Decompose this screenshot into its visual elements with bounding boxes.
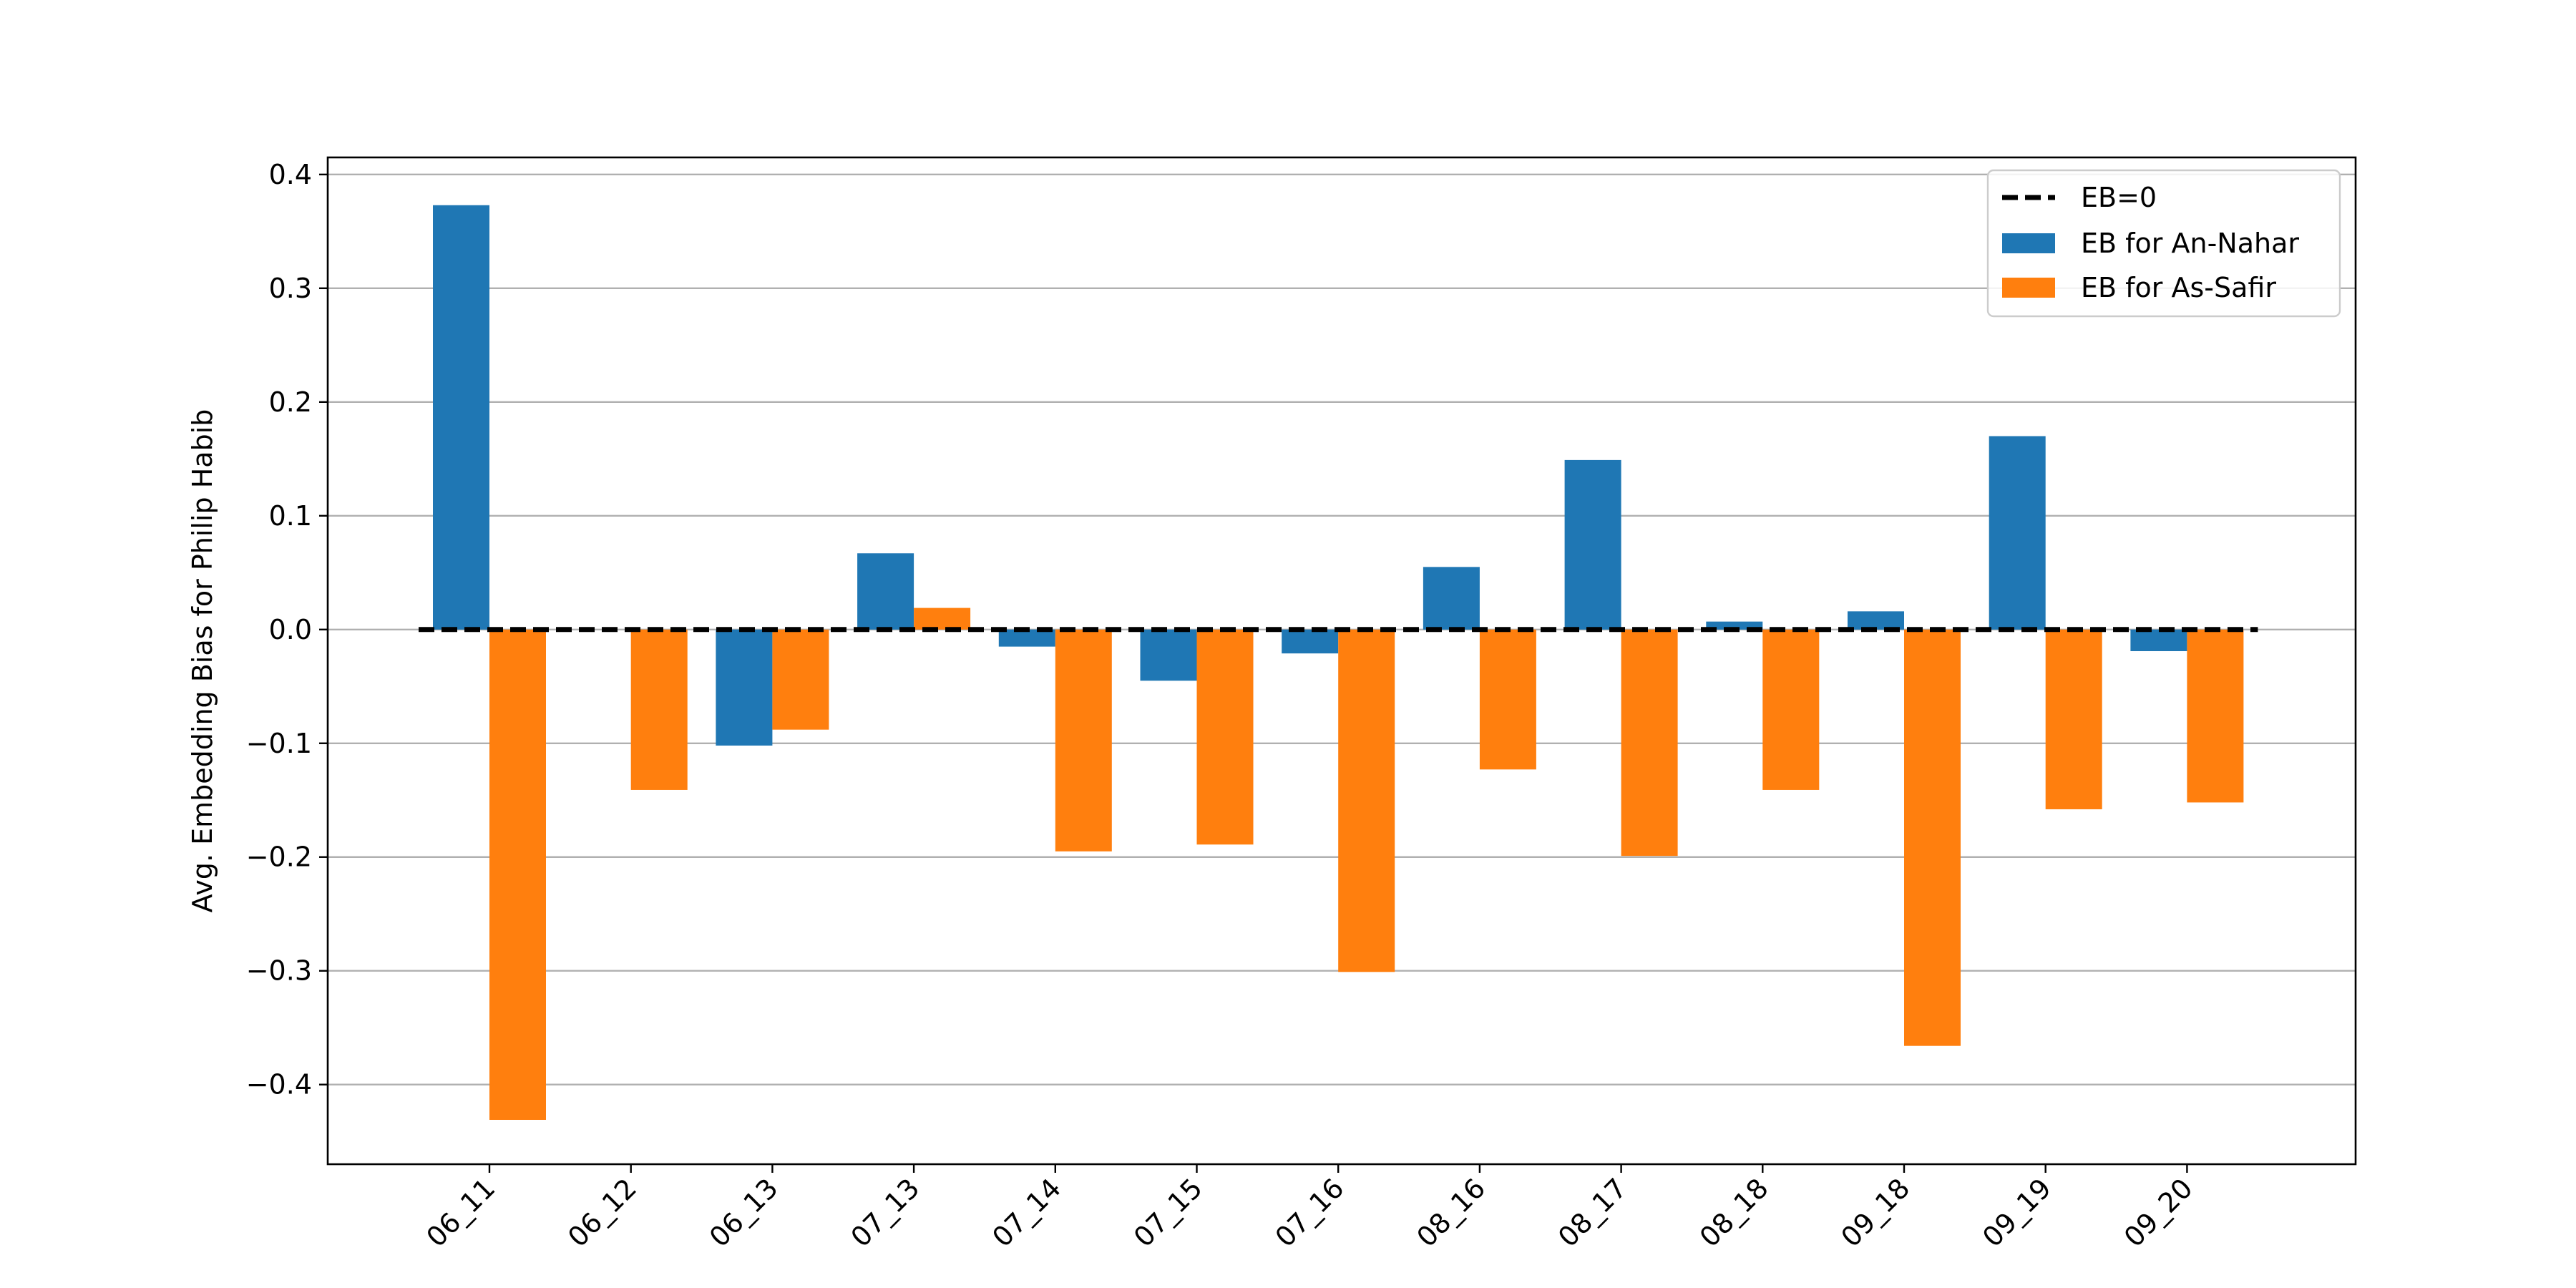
bar-as-safir-07_13 [914, 608, 971, 630]
y-axis-label: Avg. Embedding Bias for Philip Habib [187, 409, 218, 913]
bar-an-nahar-09_20 [2130, 629, 2187, 651]
y-tick-label: −0.3 [246, 955, 312, 987]
bar-as-safir-09_20 [2187, 629, 2244, 803]
bar-an-nahar-06_13 [716, 629, 773, 746]
bar-as-safir-06_11 [489, 629, 546, 1120]
bar-an-nahar-07_13 [857, 553, 914, 630]
bar-an-nahar-06_11 [433, 205, 489, 630]
bar-an-nahar-07_15 [1140, 629, 1197, 681]
legend-label-an-nahar: EB for An-Nahar [2081, 228, 2299, 259]
bar-as-safir-08_17 [1621, 629, 1678, 857]
legend: EB=0 EB for An-Nahar EB for As-Safir [1986, 169, 2341, 318]
bar-as-safir-07_15 [1196, 629, 1254, 845]
plot-area-frame [326, 156, 2357, 1166]
bar-an-nahar-08_18 [1706, 621, 1763, 630]
bar-an-nahar-08_16 [1423, 567, 1480, 630]
y-tick-label: 0.1 [269, 500, 312, 532]
legend-box [1986, 169, 2341, 318]
bar-an-nahar-07_16 [1282, 629, 1339, 654]
y-tick-label: 0.4 [269, 159, 312, 190]
y-tick-label: 0.3 [269, 273, 312, 304]
bar-an-nahar-09_19 [1989, 436, 2046, 630]
y-tick-label: −0.4 [246, 1069, 312, 1101]
y-tick-label: 0.2 [269, 386, 312, 418]
bar-as-safir-07_14 [1055, 629, 1112, 852]
y-tick-label: −0.2 [246, 841, 312, 873]
bar-as-safir-09_18 [1904, 629, 1961, 1046]
bar-as-safir-06_12 [630, 629, 688, 790]
y-tick-label: −0.1 [246, 728, 312, 759]
y-axis-ticks: −0.4 −0.3 −0.2 −0.1 0.0 0.1 0.2 0.3 0.4 [246, 159, 328, 1101]
bar-as-safir-07_16 [1338, 629, 1395, 972]
bar-as-safir-06_13 [772, 629, 829, 730]
legend-label-eb0: EB=0 [2081, 182, 2157, 213]
legend-label-as-safir: EB for As-Safir [2081, 272, 2276, 303]
bar-an-nahar-07_14 [998, 629, 1055, 647]
legend-swatch-an-nahar [2002, 233, 2055, 253]
bar-an-nahar-08_17 [1564, 459, 1621, 630]
bar-an-nahar-09_18 [1848, 611, 1904, 630]
bar-as-safir-08_18 [1762, 629, 1820, 790]
legend-swatch-as-safir [2002, 278, 2055, 298]
bar-as-safir-08_16 [1479, 629, 1536, 770]
bar-as-safir-09_19 [2045, 629, 2102, 809]
bars [433, 205, 2244, 1120]
y-tick-label: 0.0 [269, 614, 312, 645]
